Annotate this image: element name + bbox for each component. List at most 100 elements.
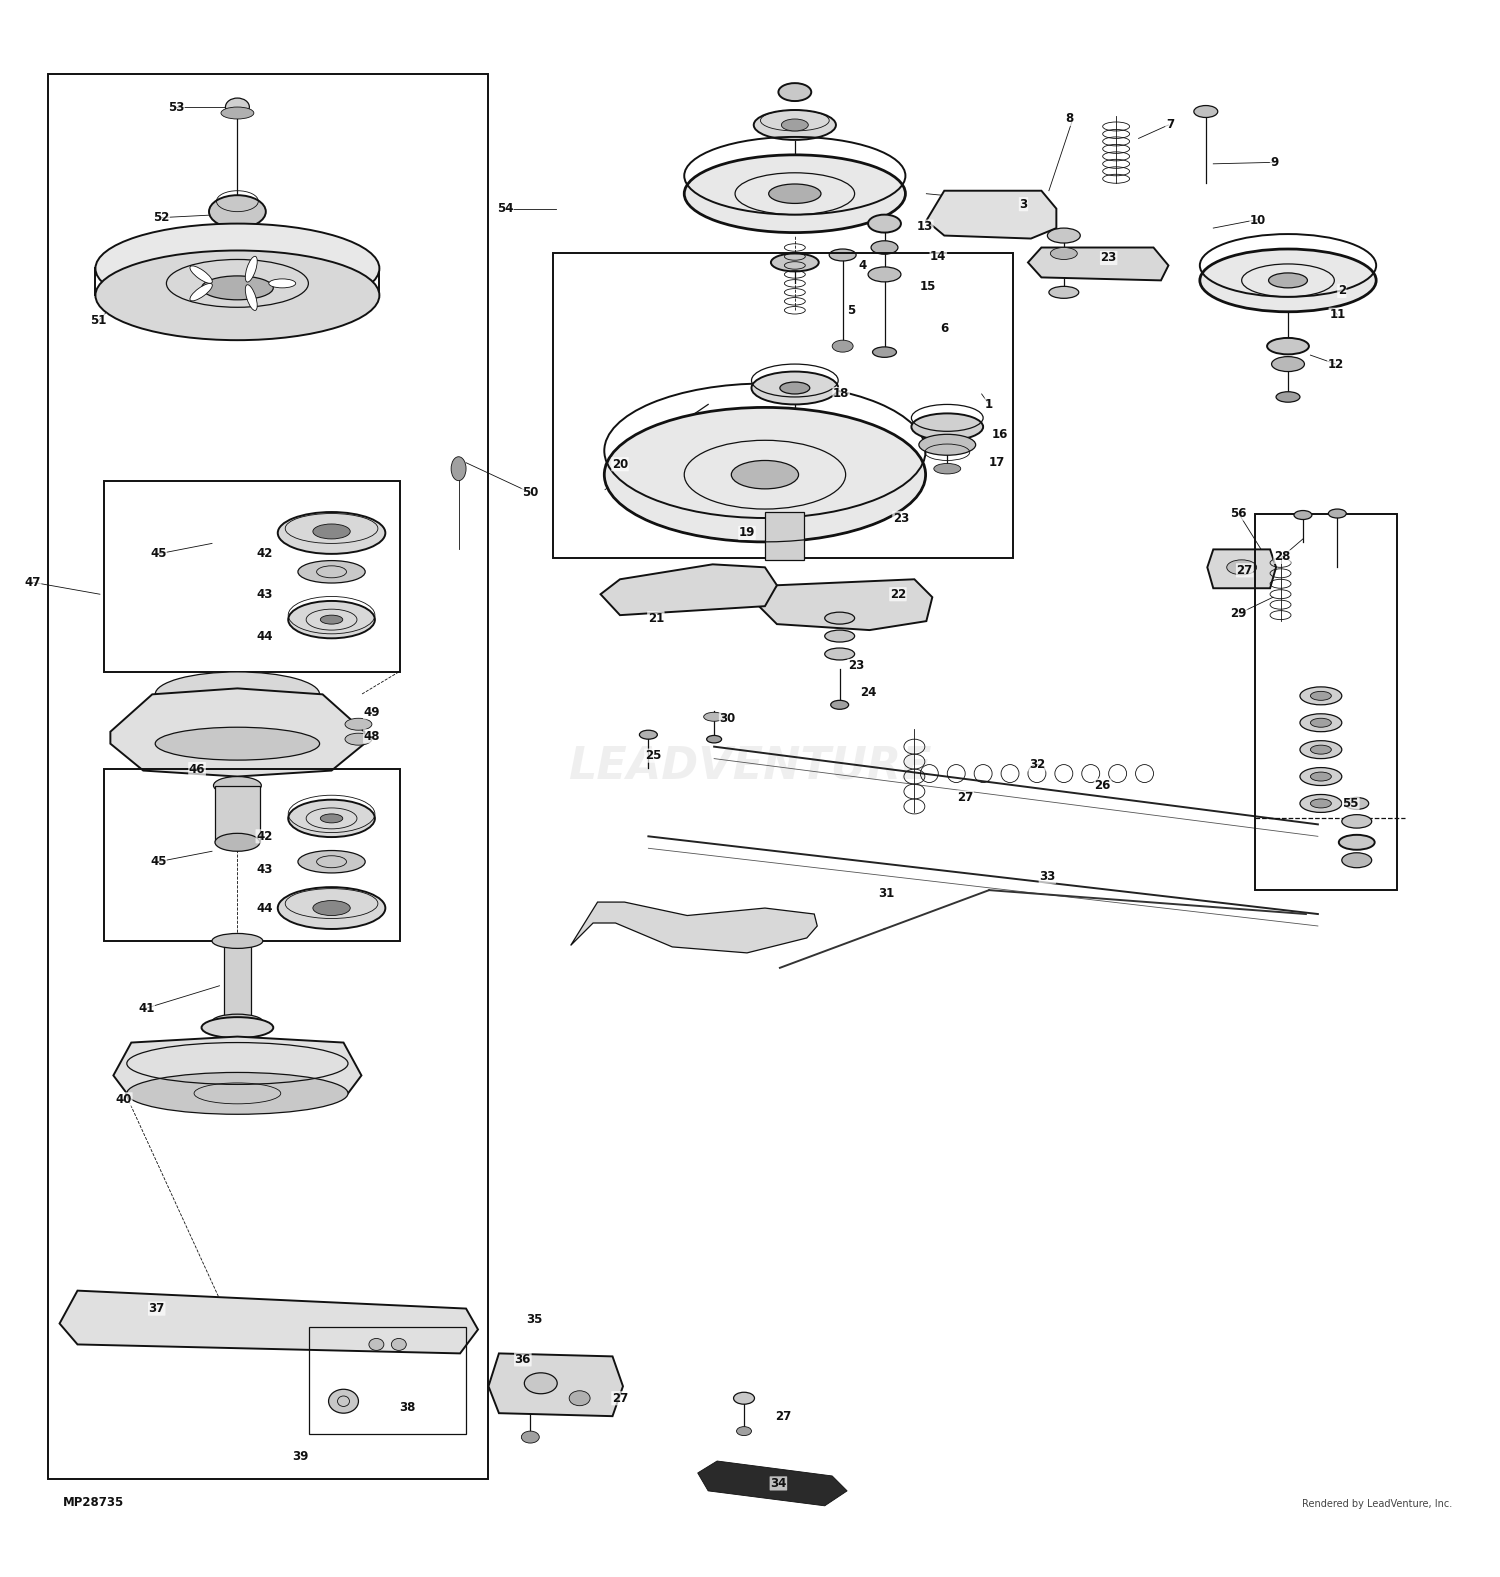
Ellipse shape: [825, 631, 855, 642]
Ellipse shape: [211, 1014, 262, 1030]
Ellipse shape: [768, 185, 820, 203]
Bar: [552, 254, 1012, 558]
Text: 22: 22: [890, 588, 906, 601]
Text: 23: 23: [892, 511, 909, 525]
Ellipse shape: [639, 730, 657, 740]
Ellipse shape: [1276, 391, 1300, 402]
Ellipse shape: [771, 254, 819, 271]
Text: 27: 27: [612, 1392, 628, 1405]
Ellipse shape: [684, 155, 906, 232]
Text: 34: 34: [770, 1478, 786, 1490]
Ellipse shape: [871, 241, 898, 254]
Ellipse shape: [314, 900, 350, 916]
Ellipse shape: [225, 98, 249, 117]
Text: 38: 38: [399, 1400, 416, 1413]
Text: 16: 16: [992, 427, 1008, 442]
Ellipse shape: [201, 1017, 273, 1038]
Text: 51: 51: [90, 314, 106, 328]
Ellipse shape: [1048, 287, 1078, 298]
Text: 36: 36: [514, 1353, 531, 1366]
Ellipse shape: [154, 727, 320, 760]
Bar: [105, 481, 400, 672]
Bar: [105, 770, 400, 941]
Ellipse shape: [392, 1339, 406, 1350]
Ellipse shape: [706, 735, 722, 743]
Ellipse shape: [1194, 106, 1218, 118]
Ellipse shape: [753, 110, 836, 140]
Text: 15: 15: [920, 279, 936, 293]
Polygon shape: [698, 1460, 847, 1506]
Ellipse shape: [1050, 248, 1077, 260]
Ellipse shape: [321, 814, 344, 823]
Ellipse shape: [328, 1389, 358, 1413]
Text: 11: 11: [1329, 308, 1346, 322]
Ellipse shape: [734, 1392, 754, 1404]
Text: 46: 46: [189, 763, 206, 776]
Ellipse shape: [1346, 798, 1368, 809]
Text: 44: 44: [256, 629, 273, 642]
Ellipse shape: [831, 700, 849, 710]
Polygon shape: [927, 191, 1056, 238]
Ellipse shape: [1329, 509, 1347, 517]
Text: 25: 25: [645, 749, 662, 762]
Text: 18: 18: [833, 388, 849, 401]
Ellipse shape: [778, 84, 812, 101]
Text: 3: 3: [1020, 197, 1028, 211]
Polygon shape: [600, 565, 777, 615]
Ellipse shape: [298, 560, 364, 583]
Ellipse shape: [1300, 688, 1342, 705]
Text: 21: 21: [648, 612, 664, 624]
Ellipse shape: [96, 251, 380, 341]
Text: 35: 35: [526, 1312, 543, 1326]
Text: 7: 7: [1166, 118, 1174, 131]
Ellipse shape: [345, 733, 372, 746]
Ellipse shape: [220, 107, 254, 118]
Text: 49: 49: [363, 706, 380, 719]
Ellipse shape: [298, 850, 364, 874]
Ellipse shape: [288, 601, 375, 639]
Text: 13: 13: [916, 221, 933, 233]
Polygon shape: [489, 1353, 622, 1416]
Polygon shape: [111, 689, 364, 776]
Text: 26: 26: [1095, 779, 1112, 792]
Polygon shape: [60, 1290, 479, 1353]
Text: 41: 41: [138, 1001, 154, 1014]
Text: 55: 55: [1342, 796, 1359, 811]
Bar: [1256, 514, 1396, 889]
Text: 43: 43: [256, 863, 273, 875]
Polygon shape: [1208, 549, 1276, 588]
Text: 27: 27: [1236, 565, 1252, 577]
Text: 45: 45: [150, 547, 166, 560]
Ellipse shape: [211, 934, 262, 948]
Ellipse shape: [525, 1374, 556, 1394]
Ellipse shape: [268, 279, 296, 289]
Ellipse shape: [190, 267, 213, 284]
Text: 56: 56: [1230, 508, 1246, 520]
Text: 43: 43: [256, 588, 273, 601]
Text: MP28735: MP28735: [63, 1497, 124, 1509]
Ellipse shape: [1294, 511, 1312, 519]
Ellipse shape: [1311, 718, 1332, 727]
Ellipse shape: [96, 224, 380, 314]
Text: 24: 24: [859, 686, 876, 699]
Ellipse shape: [934, 464, 960, 475]
Ellipse shape: [1227, 560, 1257, 574]
Text: 47: 47: [24, 576, 40, 588]
Text: 2: 2: [1338, 284, 1346, 298]
Text: 53: 53: [168, 101, 184, 114]
Ellipse shape: [1342, 853, 1371, 867]
Ellipse shape: [704, 713, 724, 721]
Text: 23: 23: [1101, 251, 1118, 265]
Ellipse shape: [369, 1339, 384, 1350]
Ellipse shape: [782, 118, 808, 131]
Text: 27: 27: [776, 1410, 790, 1422]
Bar: [309, 1326, 466, 1433]
Text: 50: 50: [522, 486, 538, 498]
Text: 44: 44: [256, 902, 273, 915]
Ellipse shape: [288, 800, 375, 837]
Polygon shape: [114, 1036, 362, 1093]
Text: 10: 10: [1250, 214, 1266, 227]
Ellipse shape: [1300, 714, 1342, 732]
Ellipse shape: [1311, 746, 1332, 754]
Text: 28: 28: [1274, 550, 1290, 563]
